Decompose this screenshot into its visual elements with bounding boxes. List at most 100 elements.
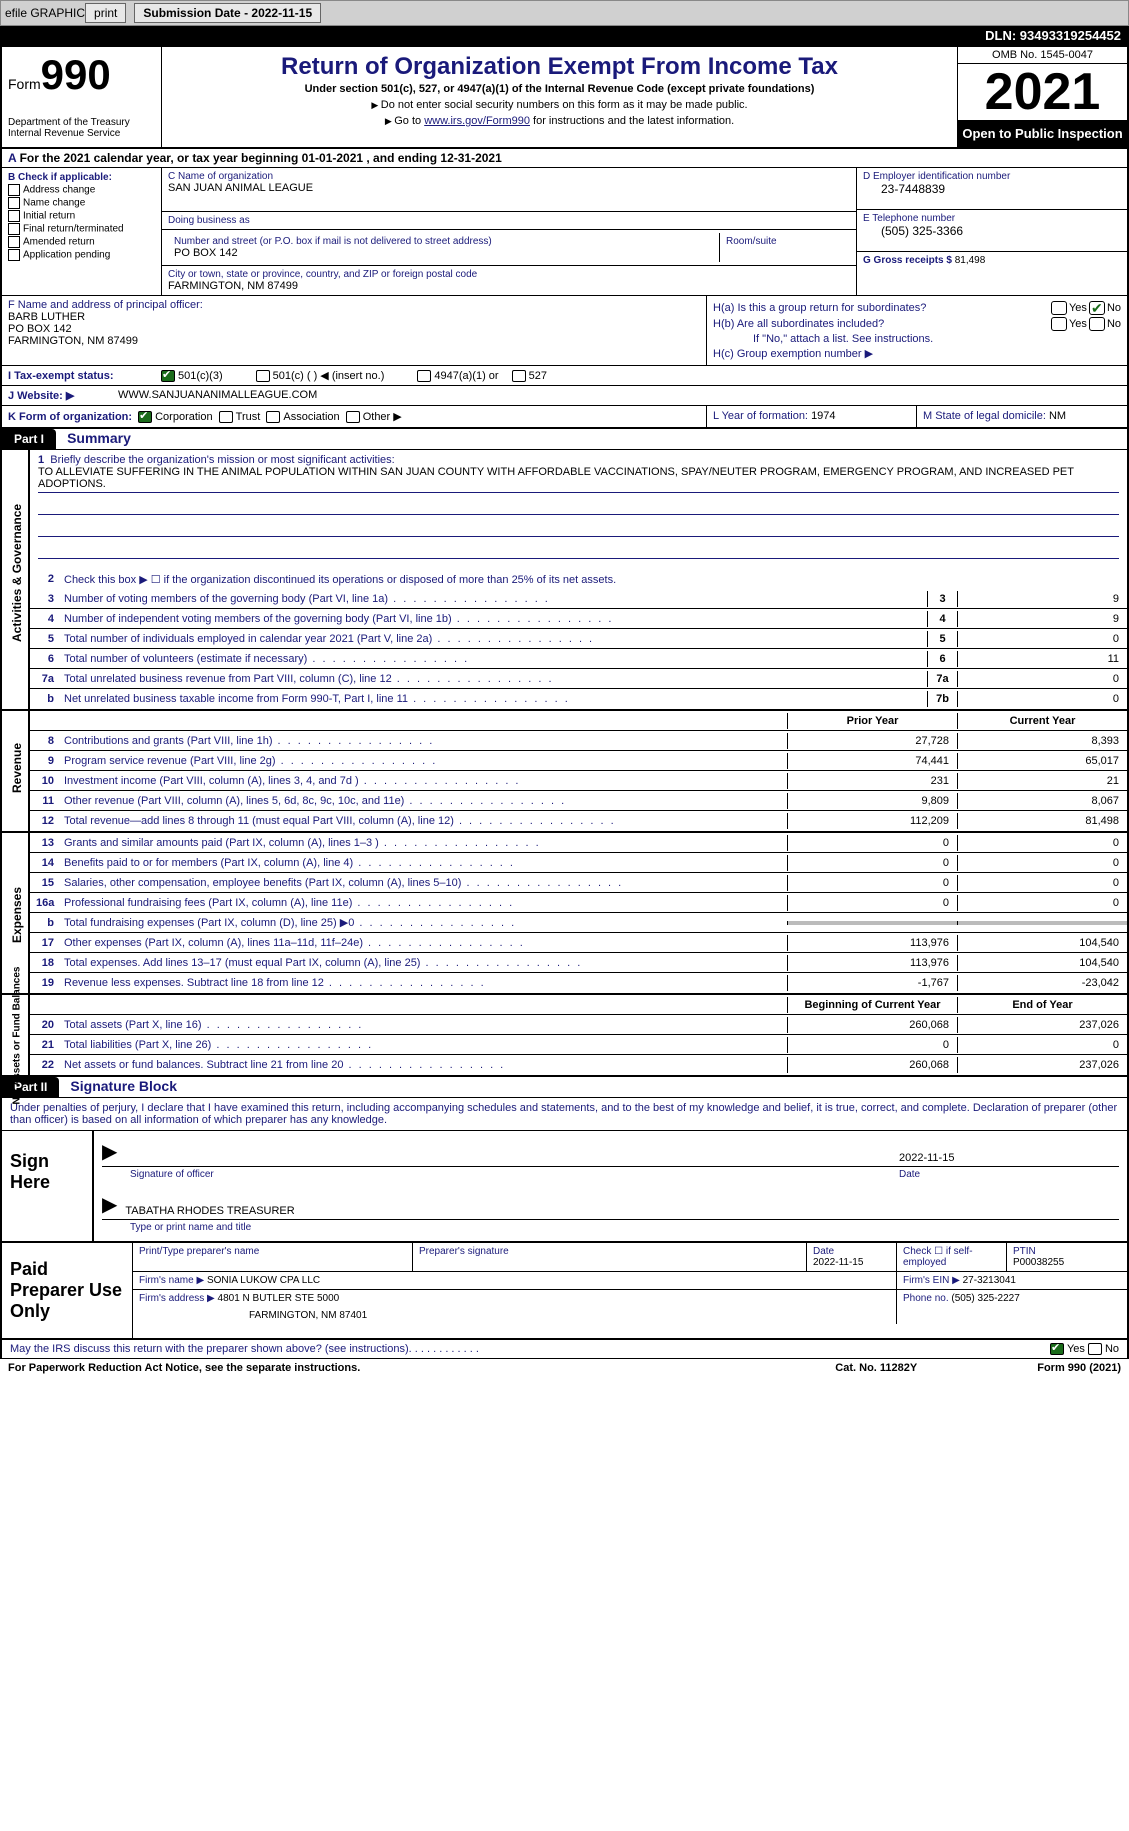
hb-no-check <box>1089 317 1105 331</box>
summary-revenue: Revenue b Prior Year Current Year 8Contr… <box>0 711 1129 833</box>
col-b: B Check if applicable: Address change Na… <box>2 168 162 295</box>
end-year-header: End of Year <box>957 997 1127 1013</box>
summary-row: 7aTotal unrelated business revenue from … <box>30 669 1127 689</box>
sign-here: Sign Here ▶ 2022-11-15 Signature of offi… <box>0 1131 1129 1243</box>
page-footer: For Paperwork Reduction Act Notice, see … <box>0 1359 1129 1377</box>
check-amended: Amended return <box>8 236 155 248</box>
l-value: 1974 <box>811 410 835 422</box>
m-value: NM <box>1049 410 1066 422</box>
ptin-value: P00038255 <box>1013 1257 1121 1268</box>
prior-year-header: Prior Year <box>787 713 957 729</box>
may-irs-discuss: May the IRS discuss this return with the… <box>0 1340 1129 1359</box>
summary-row: 10Investment income (Part VIII, column (… <box>30 771 1127 791</box>
summary-row: 12Total revenue—add lines 8 through 11 (… <box>30 811 1127 831</box>
website-value: WWW.SANJUANANIMALLEAGUE.COM <box>118 389 317 402</box>
dept-label: Department of the Treasury Internal Reve… <box>8 117 155 139</box>
print-button[interactable]: print <box>85 3 126 23</box>
m-label: M State of legal domicile: <box>923 410 1046 422</box>
submission-date-button[interactable]: Submission Date - 2022-11-15 <box>134 3 321 23</box>
org-name: SAN JUAN ANIMAL LEAGUE <box>168 182 850 194</box>
col-deg: D Employer identification number 23-7448… <box>857 168 1127 295</box>
summary-row: bNet unrelated business taxable income f… <box>30 689 1127 709</box>
self-employed-check: Check ☐ if self-employed <box>903 1246 1000 1268</box>
summary-net-assets: Net Assets or Fund Balances b Beginning … <box>0 995 1129 1077</box>
summary-row: 4Number of independent voting members of… <box>30 609 1127 629</box>
vlabel-gov: Activities & Governance <box>10 512 24 642</box>
city-value: FARMINGTON, NM 87499 <box>168 280 850 292</box>
street-value: PO BOX 142 <box>174 247 713 259</box>
irs-link[interactable]: www.irs.gov/Form990 <box>424 115 530 127</box>
summary-row: 18Total expenses. Add lines 13–17 (must … <box>30 953 1127 973</box>
check-app-pending: Application pending <box>8 249 155 261</box>
sign-date: 2022-11-15 <box>899 1152 1119 1164</box>
check-initial-return: Initial return <box>8 210 155 222</box>
cat-no: Cat. No. 11282Y <box>835 1362 917 1374</box>
form-header: Form990 Department of the Treasury Inter… <box>0 45 1129 149</box>
summary-row: 17Other expenses (Part IX, column (A), l… <box>30 933 1127 953</box>
sign-date-label: Date <box>899 1169 1119 1180</box>
form-label: Form <box>8 76 41 92</box>
line-1: 1 Briefly describe the organization's mi… <box>30 450 1127 569</box>
summary-row: 14Benefits paid to or for members (Part … <box>30 853 1127 873</box>
mission-text: TO ALLEVIATE SUFFERING IN THE ANIMAL POP… <box>38 466 1119 493</box>
firm-addr: 4801 N BUTLER STE 5000 <box>218 1293 340 1304</box>
summary-row: 5Total number of individuals employed in… <box>30 629 1127 649</box>
hb-note: If "No," attach a list. See instructions… <box>713 333 1121 345</box>
col-c: C Name of organization SAN JUAN ANIMAL L… <box>162 168 857 295</box>
hb-label: H(b) Are all subordinates included? <box>713 318 1049 330</box>
i-501c-check <box>256 370 270 382</box>
note-ssn: Do not enter social security numbers on … <box>166 99 953 111</box>
vlabel-net: Net Assets or Fund Balances <box>12 966 23 1106</box>
i-label: I Tax-exempt status: <box>8 370 158 382</box>
sign-arrow-icon: ▶ <box>102 1139 117 1164</box>
top-toolbar: efile GRAPHIC print Submission Date - 20… <box>0 0 1129 26</box>
sign-name-label: Type or print name and title <box>102 1222 1119 1233</box>
check-address-change: Address change <box>8 184 155 196</box>
ein-label: D Employer identification number <box>863 171 1121 182</box>
form-version: Form 990 (2021) <box>1037 1362 1121 1374</box>
officer-name: BARB LUTHER <box>8 311 700 323</box>
street-label: Number and street (or P.O. box if mail i… <box>174 236 713 247</box>
summary-row: 8Contributions and grants (Part VIII, li… <box>30 731 1127 751</box>
form-subtitle: Under section 501(c), 527, or 4947(a)(1)… <box>166 83 953 95</box>
firm-addr2: FARMINGTON, NM 87401 <box>139 1310 890 1321</box>
summary-row: 3Number of voting members of the governi… <box>30 589 1127 609</box>
summary-row: bTotal fundraising expenses (Part IX, co… <box>30 913 1127 933</box>
dln-bar: DLN: 93493319254452 <box>0 26 1129 45</box>
ein-value: 23-7448839 <box>863 182 1121 196</box>
phone-value: (505) 325-3366 <box>863 224 1121 238</box>
part1-title: Summary <box>67 430 131 446</box>
summary-row: 19Revenue less expenses. Subtract line 1… <box>30 973 1127 993</box>
officer-addr2: FARMINGTON, NM 87499 <box>8 335 700 347</box>
line-j: J Website: ▶ WWW.SANJUANANIMALLEAGUE.COM <box>0 386 1129 406</box>
k-trust-check <box>219 411 233 423</box>
k-corp-check <box>138 411 152 423</box>
line-k: K Form of organization: Corporation Trus… <box>0 406 1129 429</box>
officer-addr1: PO BOX 142 <box>8 323 700 335</box>
vlabel-exp: Expenses <box>10 850 24 980</box>
omb-number: OMB No. 1545-0047 <box>958 47 1127 64</box>
city-label: City or town, state or province, country… <box>168 269 850 280</box>
paperwork-notice: For Paperwork Reduction Act Notice, see … <box>8 1362 360 1374</box>
summary-row: 13Grants and similar amounts paid (Part … <box>30 833 1127 853</box>
hb-yes-check <box>1051 317 1067 331</box>
j-label: J Website: ▶ <box>8 389 118 402</box>
begin-year-header: Beginning of Current Year <box>787 997 957 1013</box>
firm-ein: 27-3213041 <box>963 1275 1016 1286</box>
col-f: F Name and address of principal officer:… <box>2 296 707 365</box>
sig-officer-label: Signature of officer <box>102 1169 899 1180</box>
firm-phone: (505) 325-2227 <box>951 1293 1019 1304</box>
summary-governance: Activities & Governance 1 Briefly descri… <box>0 450 1129 711</box>
col-h: H(a) Is this a group return for subordin… <box>707 296 1127 365</box>
i-501c3-check <box>161 370 175 382</box>
i-4947-check <box>417 370 431 382</box>
hc-label: H(c) Group exemption number ▶ <box>713 347 1121 360</box>
part2-title: Signature Block <box>70 1078 177 1094</box>
sign-here-label: Sign Here <box>2 1131 92 1241</box>
summary-row: 9Program service revenue (Part VIII, lin… <box>30 751 1127 771</box>
officer-name-title: TABATHA RHODES TREASURER <box>125 1205 1119 1217</box>
b-label: B Check if applicable: <box>8 172 155 183</box>
signature-text: Under penalties of perjury, I declare th… <box>0 1098 1129 1131</box>
line-i: I Tax-exempt status: 501(c)(3) 501(c) ( … <box>0 366 1129 386</box>
i-527-check <box>512 370 526 382</box>
